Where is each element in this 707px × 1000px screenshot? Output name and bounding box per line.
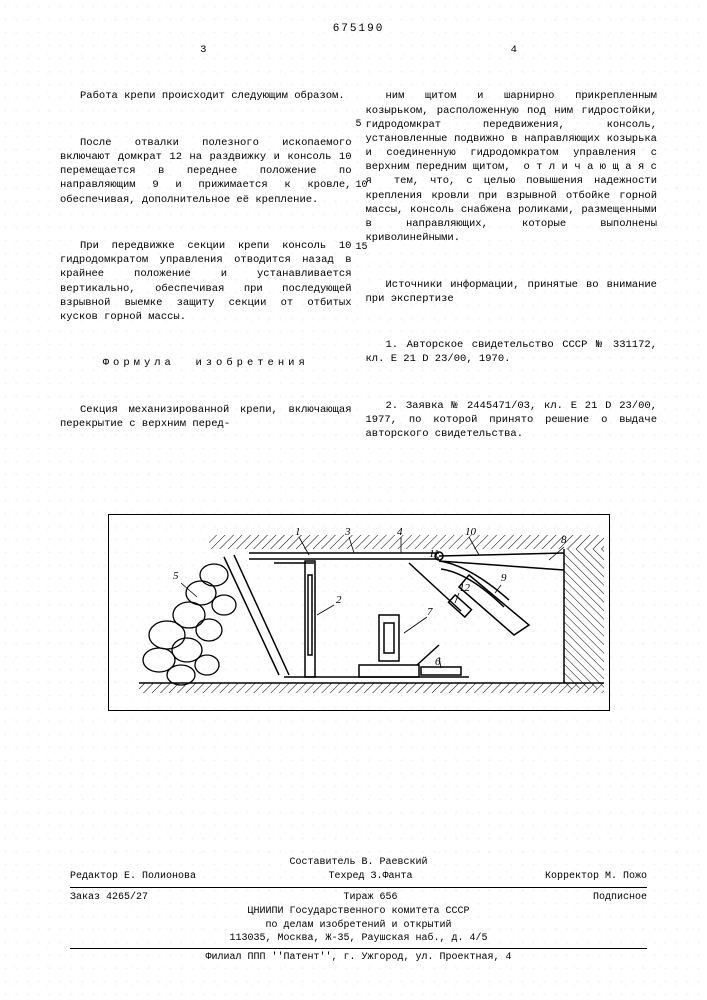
technical-drawing: 1 3 4 10 8 5 2 11 9 12 7 6 [108,514,610,711]
left-p3: При передвижке секции крепи консоль 10 г… [60,239,352,324]
left-p4: Секция механизированной крепи, включающа… [60,403,352,431]
line-mark-15: 15 [356,241,368,255]
order: Заказ 4265/27 [70,891,148,905]
fig-label-9: 9 [501,572,507,584]
compiler: Составитель В. Раевский [70,856,647,870]
text-columns: 5 10 15 Работа крепи происходит следующи… [60,61,657,474]
fig-label-12: 12 [459,582,471,594]
right-column: ним щитом и шарнирно прикрепленным козыр… [366,61,658,474]
fig-label-8: 8 [561,534,567,546]
footer-block: Составитель В. Раевский Редактор Е. Поли… [70,856,647,965]
line-mark-10: 10 [356,179,368,193]
col-num-left: 3 [60,43,347,57]
org1: ЦНИИПИ Государственного комитета СССР [70,905,647,919]
addr2: Филиал ППП ''Патент'', г. Ужгород, ул. П… [70,951,647,965]
fig-label-5: 5 [173,570,179,582]
fig-label-7: 7 [427,606,433,618]
fig-label-4: 4 [397,526,403,538]
podpis: Подписное [593,891,647,905]
fig-label-3: 3 [344,526,351,538]
corrector: Корректор М. Пожо [545,870,647,884]
right-p2: Источники информации, принятые во вниман… [366,278,658,306]
right-p3: 1. Авторское свидетельство СССР № 331172… [366,338,658,366]
techred: Техред З.Фанта [328,870,412,884]
right-p1: ним щитом и шарнирно прикрепленным козыр… [366,89,658,245]
line-mark-5: 5 [356,118,362,132]
editor: Редактор Е. Полионова [70,870,196,884]
left-column: Работа крепи происходит следующим образо… [60,61,352,474]
right-p4: 2. Заявка № 2445471/03, кл. E 21 D 23/00… [366,399,658,442]
org2: по делам изобретений и открытий [70,919,647,933]
addr1: 113035, Москва, Ж-35, Раушская наб., д. … [70,932,647,946]
left-p2: После отвалки полезного ископаемого вклю… [60,136,352,207]
fig-label-6: 6 [435,656,441,668]
formula-title: Формула изобретения [60,356,352,370]
fig-label-1: 1 [295,526,301,538]
fig-label-11: 11 [429,548,439,560]
col-num-right: 4 [370,43,657,57]
fig-label-10: 10 [465,526,477,538]
fig-label-2: 2 [336,594,342,606]
document-number: 675190 [60,22,657,37]
column-numbers: 3 4 [60,43,657,57]
tirazh: Тираж 656 [343,891,397,905]
left-p1: Работа крепи происходит следующим образо… [60,89,352,103]
